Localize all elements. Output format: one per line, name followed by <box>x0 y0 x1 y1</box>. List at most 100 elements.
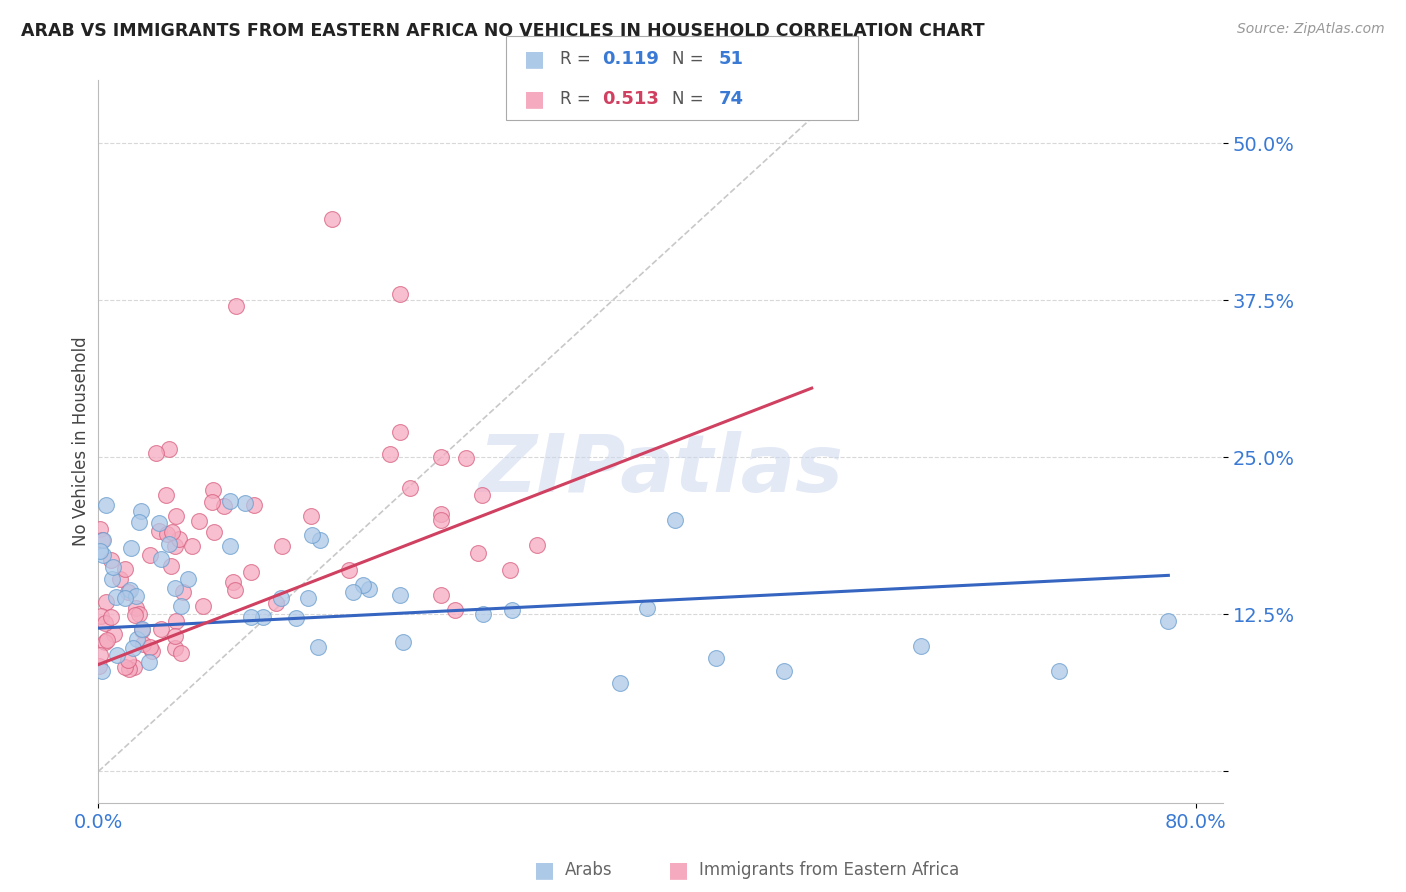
Point <box>165 509 187 524</box>
Point <box>167 533 190 547</box>
Point <box>100 572 122 586</box>
Point <box>145 445 167 459</box>
Point <box>103 627 125 641</box>
Point <box>233 496 256 510</box>
Point <box>129 504 152 518</box>
Text: Arabs: Arabs <box>565 861 613 879</box>
Point <box>159 558 181 573</box>
Text: 0.513: 0.513 <box>602 90 658 108</box>
Point <box>89 522 111 536</box>
Point <box>148 516 170 530</box>
Point <box>193 599 215 614</box>
Point <box>163 539 186 553</box>
Text: ARAB VS IMMIGRANTS FROM EASTERN AFRICA NO VEHICLES IN HOUSEHOLD CORRELATION CHAR: ARAB VS IMMIGRANTS FROM EASTERN AFRICA N… <box>21 22 984 40</box>
Point <box>342 585 364 599</box>
Point <box>87 659 110 673</box>
Point <box>389 286 412 301</box>
Point <box>321 211 343 226</box>
Point <box>91 548 114 562</box>
Point <box>1047 664 1070 678</box>
Point <box>609 676 631 690</box>
Text: N =: N = <box>672 51 709 69</box>
Point <box>201 495 224 509</box>
Text: 74: 74 <box>718 90 744 108</box>
Point <box>157 442 180 457</box>
Point <box>157 537 180 551</box>
Point <box>124 608 146 623</box>
Point <box>389 589 412 603</box>
Point <box>472 607 495 621</box>
Point <box>380 447 402 461</box>
Point <box>773 664 796 678</box>
Point <box>1157 614 1180 628</box>
Point <box>125 600 148 615</box>
Point <box>139 640 162 654</box>
Point <box>309 533 332 548</box>
Point <box>104 590 127 604</box>
Text: Immigrants from Eastern Africa: Immigrants from Eastern Africa <box>699 861 959 879</box>
Point <box>180 539 202 553</box>
Point <box>664 513 686 527</box>
Point <box>101 559 124 574</box>
Text: N =: N = <box>672 90 709 108</box>
Point <box>225 300 247 314</box>
Point <box>704 651 727 665</box>
Point <box>148 524 170 538</box>
Text: 51: 51 <box>718 51 744 69</box>
Point <box>443 603 465 617</box>
Point <box>125 589 148 603</box>
Point <box>219 494 242 508</box>
Point <box>501 603 523 617</box>
Text: 0.119: 0.119 <box>602 51 658 69</box>
Point <box>391 634 413 648</box>
Point <box>297 591 319 606</box>
Point <box>114 591 136 605</box>
Point <box>141 643 163 657</box>
Point <box>170 599 193 613</box>
Point <box>94 635 117 649</box>
Point <box>149 622 172 636</box>
Point <box>125 632 148 646</box>
Point <box>128 607 150 621</box>
Point <box>177 572 200 586</box>
Point <box>160 525 183 540</box>
Point <box>100 552 122 566</box>
Point <box>271 539 294 553</box>
Point <box>240 565 263 579</box>
Point <box>240 609 263 624</box>
Point <box>117 653 139 667</box>
Point <box>301 527 323 541</box>
Point <box>94 615 117 630</box>
Point <box>264 596 287 610</box>
Point <box>114 660 136 674</box>
Point <box>120 541 142 556</box>
Point <box>430 508 453 522</box>
Point <box>89 543 111 558</box>
Point <box>96 498 118 512</box>
Text: Source: ZipAtlas.com: Source: ZipAtlas.com <box>1237 22 1385 37</box>
Point <box>90 533 112 548</box>
Text: R =: R = <box>560 90 596 108</box>
Point <box>252 609 274 624</box>
Point <box>94 595 117 609</box>
Point <box>122 640 145 655</box>
Point <box>526 538 548 552</box>
Point <box>155 488 177 502</box>
Text: ZIPatlas: ZIPatlas <box>478 432 844 509</box>
Point <box>114 562 136 576</box>
Point <box>165 614 187 628</box>
Point <box>149 552 172 566</box>
Point <box>430 588 453 602</box>
Point <box>128 515 150 529</box>
Point <box>156 526 179 541</box>
Point <box>96 632 118 647</box>
Point <box>105 648 128 662</box>
Point <box>170 646 193 660</box>
Point <box>430 450 453 465</box>
Point <box>202 525 225 540</box>
Point <box>222 574 245 589</box>
Text: ■: ■ <box>668 860 689 880</box>
Point <box>108 572 131 586</box>
Point <box>219 539 242 553</box>
Y-axis label: No Vehicles in Household: No Vehicles in Household <box>72 336 90 547</box>
